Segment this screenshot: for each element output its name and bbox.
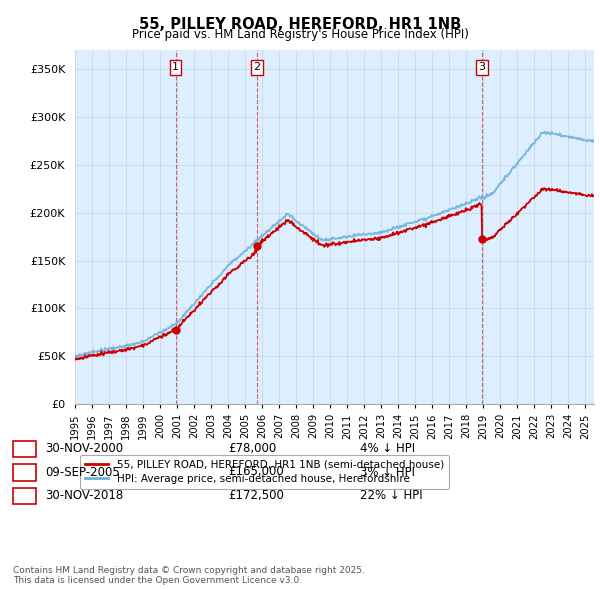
Text: 2: 2: [253, 63, 260, 73]
Text: £78,000: £78,000: [228, 442, 276, 455]
Text: 22% ↓ HPI: 22% ↓ HPI: [360, 489, 422, 502]
Text: Contains HM Land Registry data © Crown copyright and database right 2025.
This d: Contains HM Land Registry data © Crown c…: [13, 566, 365, 585]
Text: 4% ↓ HPI: 4% ↓ HPI: [360, 442, 415, 455]
Text: 1: 1: [172, 63, 179, 73]
Text: 3% ↓ HPI: 3% ↓ HPI: [360, 466, 415, 478]
Text: £165,000: £165,000: [228, 466, 284, 478]
Text: 09-SEP-2005: 09-SEP-2005: [45, 466, 120, 478]
Text: 30-NOV-2000: 30-NOV-2000: [45, 442, 123, 455]
Text: 2: 2: [21, 466, 28, 478]
Text: 55, PILLEY ROAD, HEREFORD, HR1 1NB: 55, PILLEY ROAD, HEREFORD, HR1 1NB: [139, 17, 461, 31]
Text: £172,500: £172,500: [228, 489, 284, 502]
Legend: 55, PILLEY ROAD, HEREFORD, HR1 1NB (semi-detached house), HPI: Average price, se: 55, PILLEY ROAD, HEREFORD, HR1 1NB (semi…: [80, 455, 449, 489]
Text: 3: 3: [21, 489, 28, 502]
Text: Price paid vs. HM Land Registry's House Price Index (HPI): Price paid vs. HM Land Registry's House …: [131, 28, 469, 41]
Text: 30-NOV-2018: 30-NOV-2018: [45, 489, 123, 502]
Text: 1: 1: [21, 442, 28, 455]
Text: 3: 3: [479, 63, 485, 73]
